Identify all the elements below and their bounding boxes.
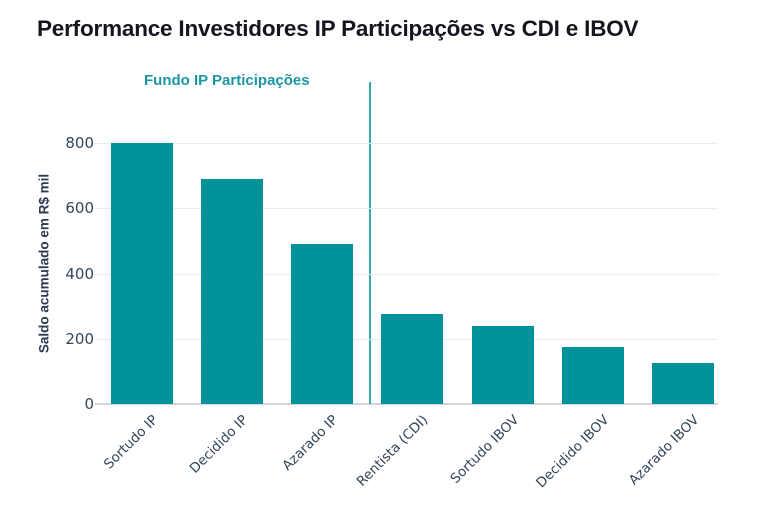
x-tick-label: Azarado IBOV — [626, 412, 703, 489]
group-divider-line — [369, 82, 371, 404]
x-tick-label: Sortudo IBOV — [447, 412, 523, 487]
bar-decidido-ip — [200, 178, 263, 404]
gridline-600 — [95, 208, 718, 210]
plot-area: 0 200 400 600 800 Sortudo IP Decidido IP Azarad… — [65, 82, 720, 491]
bar-rentista-cdi- — [381, 314, 444, 404]
x-axis-line — [95, 403, 718, 405]
bar-sortudo-ip — [110, 143, 173, 404]
series-annotation-label: Fundo IP Participações — [144, 72, 310, 89]
chart-title: Performance Investidores IP Participaçõe… — [37, 16, 639, 41]
y-tick-label: 600 — [65, 199, 94, 218]
gridline-400 — [95, 273, 718, 275]
y-axis-title: Saldo acumulado em R$ mil — [36, 173, 52, 354]
bar-decidido-ibov — [562, 346, 625, 404]
gridline-800 — [95, 143, 718, 144]
y-tick-label: 400 — [65, 264, 94, 283]
x-tick-label: Azarado IP — [279, 412, 342, 474]
bar-sortudo-ibov — [471, 325, 534, 404]
x-tick-label: Decidido IP — [186, 412, 252, 477]
y-tick-label: 0 — [84, 395, 94, 413]
bar-azarado-ip — [291, 244, 354, 404]
bar-azarado-ibov — [652, 363, 715, 404]
x-tick-label: Sortudo IP — [100, 412, 161, 473]
y-tick-label: 200 — [65, 329, 94, 348]
y-tick-label: 800 — [65, 134, 94, 152]
x-tick-label: Rentista (CDI) — [354, 412, 432, 490]
x-tick-label: Decidido IBOV — [533, 412, 613, 492]
